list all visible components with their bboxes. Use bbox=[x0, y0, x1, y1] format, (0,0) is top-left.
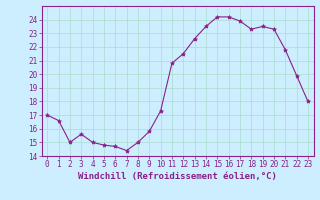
X-axis label: Windchill (Refroidissement éolien,°C): Windchill (Refroidissement éolien,°C) bbox=[78, 172, 277, 181]
